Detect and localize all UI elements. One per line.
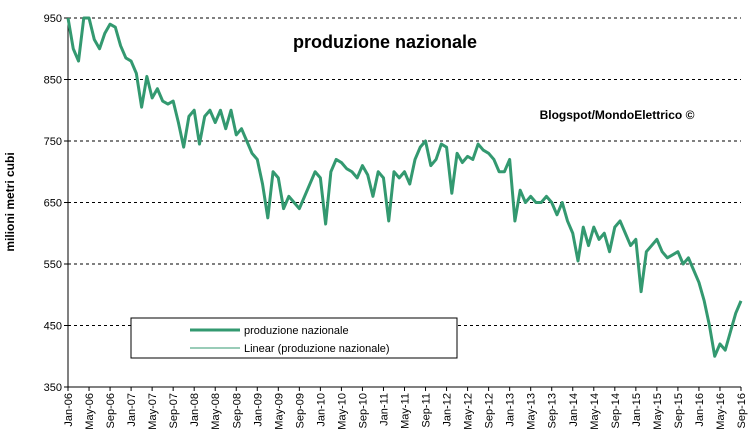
x-tick-label: May-10 (336, 393, 348, 430)
x-tick-label: May-09 (273, 393, 285, 430)
y-tick-label: 950 (44, 13, 62, 25)
x-tick-label: Jan-14 (568, 393, 580, 427)
chart-title: produzione nazionale (293, 32, 477, 52)
x-tick-label: Sep-07 (168, 393, 180, 428)
x-tick-label: Sep-13 (547, 393, 559, 428)
x-tick-label: May-16 (715, 393, 727, 430)
data-line (66, 16, 743, 358)
y-tick-label: 650 (44, 198, 62, 210)
x-tick-label: May-13 (526, 393, 538, 430)
x-tick-label: Jan-15 (631, 393, 643, 427)
x-tick-label: May-07 (147, 393, 159, 430)
x-tick-label: Jan-06 (63, 393, 75, 427)
x-tick-label: Sep-10 (357, 393, 369, 428)
y-tick-label: 350 (44, 382, 62, 394)
x-tick-label: Sep-08 (231, 393, 243, 428)
x-tick-label: Jan-10 (315, 393, 327, 427)
x-tick-label: Sep-16 (736, 393, 748, 428)
y-tick-label: 850 (44, 75, 62, 87)
legend-label: produzione nazionale (244, 325, 349, 337)
y-tick-label: 750 (44, 136, 62, 148)
x-tick-label: Sep-09 (294, 393, 306, 428)
x-tick-label: May-08 (210, 393, 222, 430)
x-tick-label: Sep-11 (421, 393, 433, 428)
x-tick-label: Jan-13 (505, 393, 517, 427)
x-tick-label: Sep-12 (484, 393, 496, 428)
x-tick-label: Sep-15 (673, 393, 685, 428)
x-tick-label: Jan-12 (442, 393, 454, 427)
legend-label: Linear (produzione nazionale) (244, 343, 390, 355)
x-tick-label: Jan-11 (378, 393, 390, 426)
legend-box (130, 317, 458, 359)
x-tick-label: Jan-09 (252, 393, 264, 427)
x-tick-label: Sep-06 (105, 393, 117, 428)
y-tick-label: 450 (44, 321, 62, 333)
x-tick-label: May-12 (463, 393, 475, 430)
x-tick-label: Jan-08 (189, 393, 201, 427)
x-tick-label: Jan-16 (694, 393, 706, 427)
x-tick-label: May-14 (589, 393, 601, 430)
annotation: Blogspot/MondoElettrico © (540, 108, 695, 122)
x-tick-label: May-06 (84, 393, 96, 430)
x-tick-label: Sep-14 (610, 393, 622, 428)
y-tick-label: 550 (44, 259, 62, 271)
x-tick-label: May-15 (652, 393, 664, 430)
y-axis-title: milioni metri cubi (3, 152, 17, 251)
x-tick-label: May-11 (400, 393, 412, 429)
x-tick-label: Jan-07 (126, 393, 138, 427)
